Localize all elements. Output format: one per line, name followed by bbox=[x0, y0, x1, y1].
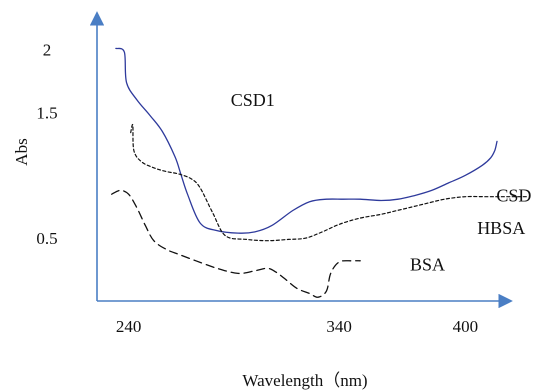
annotation-layer: CSD1 CSD HBSA BSA bbox=[231, 90, 532, 275]
y-tick-label: 2 bbox=[43, 41, 52, 60]
x-tick-label: 240 bbox=[116, 317, 142, 336]
series-label-csd: CSD bbox=[496, 185, 531, 205]
x-tick-label: 400 bbox=[453, 317, 479, 336]
series-layer bbox=[111, 47, 530, 298]
series-line-bsa bbox=[111, 189, 361, 298]
series-line-csd bbox=[130, 123, 530, 242]
x-axis-label: Wavelength（nm) bbox=[242, 371, 367, 390]
y-tick-label: 0.5 bbox=[36, 229, 57, 248]
y-tick-labels: 0.5 1.5 2 bbox=[36, 41, 57, 248]
x-tick-label: 340 bbox=[326, 317, 352, 336]
series-label-csd1: CSD1 bbox=[231, 90, 275, 110]
series-line-csd1 bbox=[115, 47, 498, 234]
x-tick-labels: 240 340 400 bbox=[116, 317, 478, 336]
series-label-bsa: BSA bbox=[410, 255, 445, 275]
series-label-hbsa: HBSA bbox=[477, 218, 525, 238]
y-axis-label: Abs bbox=[12, 138, 31, 165]
y-tick-label: 1.5 bbox=[36, 104, 57, 123]
